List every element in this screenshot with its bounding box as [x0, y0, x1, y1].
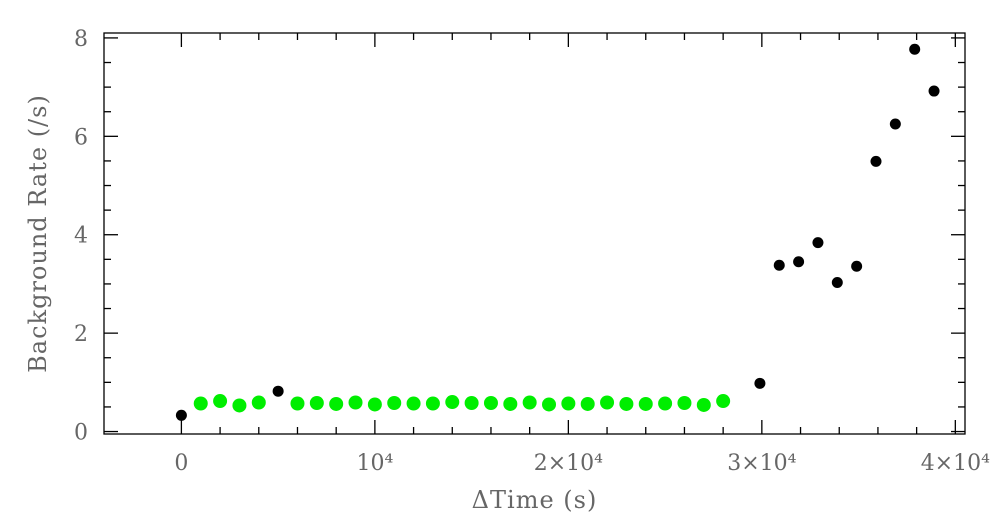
green-data-point [406, 396, 421, 411]
x-tick-label: 3×10⁴ [727, 451, 796, 476]
green-data-point [483, 396, 498, 411]
x-tick-label: 4×10⁴ [921, 451, 990, 476]
black-data-point [909, 43, 921, 55]
green-data-point [677, 396, 692, 411]
x-tick-label: 10⁴ [356, 451, 393, 476]
x-tick-label: 0 [174, 451, 188, 476]
green-data-point [619, 396, 634, 411]
x-axis-title: ΔTime (s) [472, 486, 598, 514]
y-tick-label: 8 [74, 27, 88, 52]
green-data-point [387, 396, 402, 411]
y-tick-label: 4 [74, 224, 88, 249]
green-data-point [542, 397, 557, 412]
black-data-point [812, 237, 824, 249]
black-data-point [870, 155, 882, 167]
black-data-point [928, 85, 940, 97]
black-data-point [773, 259, 785, 271]
green-data-point [445, 395, 460, 410]
green-data-point [251, 395, 266, 410]
green-data-point [329, 396, 344, 411]
data-points [175, 43, 940, 421]
black-data-point [793, 256, 805, 268]
y-axis-title: Background Rate (/s) [24, 94, 52, 373]
black-data-point [754, 377, 766, 389]
green-data-point [425, 396, 440, 411]
green-data-point [232, 398, 247, 413]
green-data-point [309, 396, 324, 411]
green-data-point [716, 394, 731, 409]
green-data-point [696, 397, 711, 412]
green-data-point [638, 396, 653, 411]
black-data-point [272, 385, 284, 397]
green-data-point [213, 394, 228, 409]
y-tick-label: 0 [74, 421, 88, 446]
black-data-point [175, 409, 187, 421]
green-data-point [367, 397, 382, 412]
black-data-point [831, 276, 843, 288]
green-data-point [348, 395, 363, 410]
tick-labels: 0 10⁴ 2×10⁴ 3×10⁴ 4×10⁴ 0 2 4 6 8 [74, 27, 990, 476]
axis-ticks [104, 33, 965, 434]
black-data-point [851, 260, 863, 272]
green-data-point [290, 396, 305, 411]
plot-frame [103, 32, 966, 435]
y-tick-label: 2 [74, 322, 88, 347]
green-data-point [600, 395, 615, 410]
y-tick-label: 6 [74, 125, 88, 150]
green-data-point [503, 396, 518, 411]
green-data-point [658, 396, 673, 411]
green-data-point [561, 396, 576, 411]
green-data-point [580, 396, 595, 411]
green-data-point [522, 395, 537, 410]
green-data-point [193, 396, 208, 411]
green-data-point [464, 396, 479, 411]
x-tick-label: 2×10⁴ [534, 451, 603, 476]
black-data-point [889, 118, 901, 130]
